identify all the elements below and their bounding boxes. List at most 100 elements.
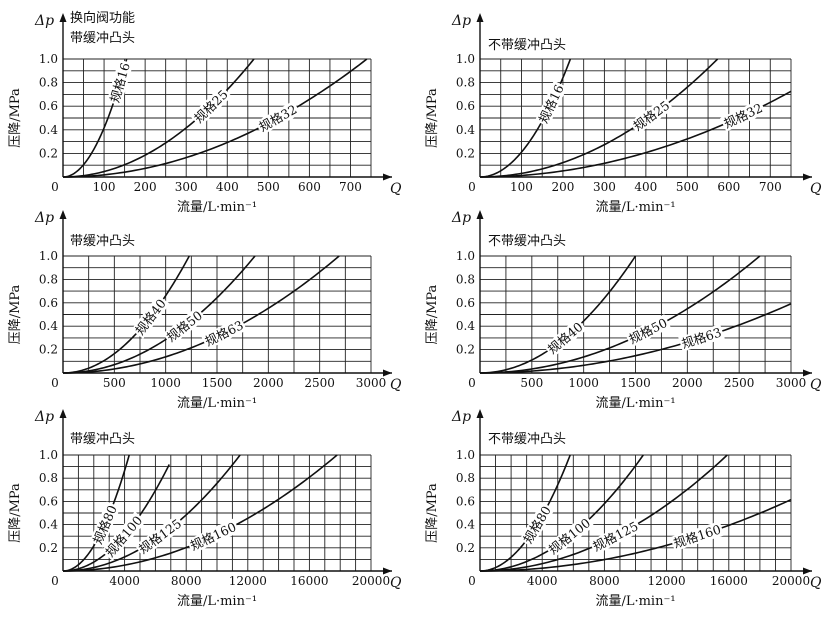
y-axis-arrow [59,210,67,219]
y-tick-label: 0.6 [39,296,58,310]
series-label-bg [519,501,555,548]
y-tick-label: 0.4 [39,319,58,333]
series-label-bg [544,514,595,559]
y-tick-label: 1.0 [39,448,58,462]
x-axis-symbol: Q [810,575,822,591]
y-tick-label: 0.6 [456,296,475,310]
x-tick-label: 3000 [776,376,807,390]
y-tick-label: 0.8 [39,471,58,485]
y-tick-label: 0.2 [39,146,58,160]
y-tick-label: 0.8 [39,76,58,90]
series-label-3: 规格32 [721,100,764,131]
x-axis-label: 流量/L·min⁻¹ [177,200,257,215]
series-label-3: 规格63 [202,317,245,349]
panel-caption: 带缓冲凸头 [70,234,135,249]
series-label-bg [106,59,134,106]
x-tick-label: 500 [103,376,126,390]
series-label-bg [189,85,232,127]
x-tick-label: 700 [339,180,362,194]
x-axis-arrow [383,567,392,575]
x-tick-label: 16000 [290,574,328,588]
grid [63,255,372,373]
x-axis-symbol: Q [390,181,402,197]
series-curve-1 [62,255,190,374]
x-tick-label: 16000 [710,574,748,588]
y-tick-label: 0.8 [39,272,58,286]
series-label-bg [624,314,671,348]
y-axis-label: 压降/MPa [8,88,23,148]
y-tick-label: 0.2 [456,541,475,555]
x-axis-arrow [803,369,812,377]
x-tick-label: 2500 [304,376,335,390]
x-tick-label: 500 [257,180,280,194]
series-curve-3 [62,58,368,178]
series-curve-3 [479,303,792,374]
y-tick-label: 0.6 [39,99,58,113]
x-tick-label: 100 [93,180,116,194]
x-tick-label: 700 [759,180,782,194]
x-tick-label: 2000 [672,376,703,390]
chart-panel-5: Δp Q 带缓冲凸头 0 4000 8000 12000 16000 20000 0.2 0.4 0.… [8,409,402,609]
y-tick-label: 0.6 [456,494,475,508]
y-tick-label: 0.2 [39,541,58,555]
x-tick-label: 4000 [527,574,558,588]
series-label-2: 规格50 [626,315,669,347]
x-tick-label: 1500 [620,376,651,390]
series-label-bg [670,521,725,552]
series-curve-2 [479,58,719,178]
y-tick-label: 1.0 [456,249,475,263]
y-tick-label: 0.4 [39,123,58,137]
y-axis-arrow [476,210,484,219]
series-label-bg [101,511,147,561]
series-curve-4 [479,498,792,572]
panel-caption: 换向阀功能 [70,10,135,26]
y-tick-label: 0.8 [456,272,475,286]
y-tick-label: 0.2 [456,343,475,357]
x-tick-label: 12000 [229,574,267,588]
y-tick-label: 0.8 [456,76,475,90]
panel-caption: 带缓冲凸头 [70,31,135,46]
y-tick-label: 1.0 [456,52,475,66]
series-label-3: 规格63 [680,325,724,352]
series-label-bg [629,96,674,135]
x-axis-arrow [383,173,392,181]
chart-panel-4: Δp Q 不带缓冲凸头 0 500 1000 1500 2000 2500 3000 0.2 0.4 0… [425,210,822,411]
x-axis-arrow [803,567,812,575]
series-label-bg [588,517,642,555]
x-axis-arrow [803,173,812,181]
series-label-1: 规格40 [132,296,169,338]
x-tick-label: 500 [520,376,543,390]
x-tick-label: 1500 [202,376,233,390]
x-tick-label: 8000 [171,574,202,588]
chart-panel-3: Δp Q 带缓冲凸头 0 500 1000 1500 2000 2500 3000 0.2 0.4 0.… [8,210,402,411]
grid [480,454,792,571]
x-tick-origin: 0 [468,180,476,194]
y-tick-label: 0.2 [456,146,475,160]
x-tick-origin: 0 [51,574,59,588]
series-label-bg [255,100,301,136]
x-tick-label: 2000 [253,376,284,390]
x-tick-origin: 0 [51,180,59,194]
x-tick-label: 8000 [589,574,620,588]
x-tick-label: 500 [676,180,699,194]
x-tick-label: 600 [717,180,740,194]
y-axis-symbol: Δp [451,13,471,29]
x-tick-label: 1000 [568,376,599,390]
series-label-bg [534,80,568,127]
x-axis-label: 流量/L·min⁻¹ [177,396,257,411]
y-tick-label: 1.0 [39,249,58,263]
x-tick-label: 300 [175,180,198,194]
y-axis-label: 压降/MPa [425,483,440,543]
series-curve-3 [62,255,340,374]
y-axis-arrow [59,13,67,22]
x-axis-label: 流量/L·min⁻¹ [595,396,675,411]
x-axis-label: 流量/L·min⁻¹ [177,594,257,609]
series-curve-3 [479,90,792,178]
series-label-1: 规格16 [536,82,567,125]
x-tick-label: 300 [593,180,616,194]
chart-panel-6: Δp Q 不带缓冲凸头 0 4000 8000 12000 16000 20000 0.2 0.4 0… [425,409,822,609]
y-tick-label: 0.4 [456,319,475,333]
y-tick-label: 0.6 [39,494,58,508]
